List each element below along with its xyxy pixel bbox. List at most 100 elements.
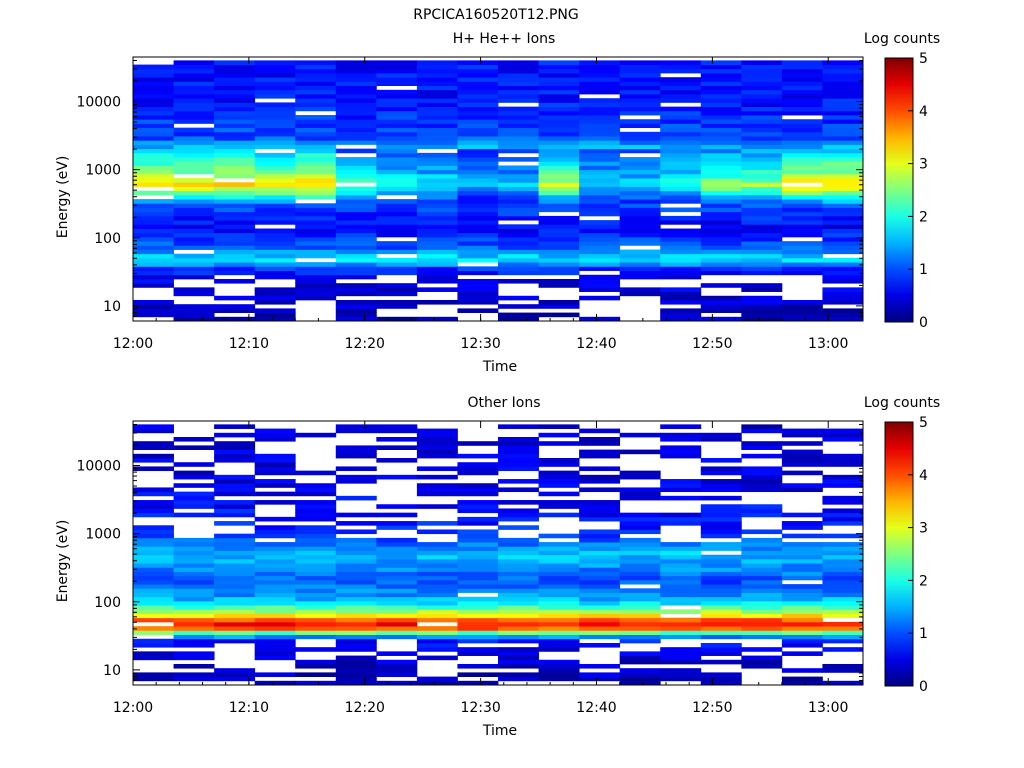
heatmap-cell (214, 546, 256, 551)
heatmap-cell (741, 575, 783, 581)
heatmap-cell (133, 655, 174, 661)
heatmap-cell (457, 241, 499, 246)
heatmap-cell (579, 479, 621, 484)
heatmap-cell (133, 253, 174, 259)
heatmap-cell (619, 148, 661, 154)
heatmap-cell (660, 647, 702, 652)
heatmap-cell (376, 626, 418, 631)
heatmap-cell (822, 462, 864, 467)
heatmap-cell (741, 613, 783, 619)
heatmap-cell (133, 266, 174, 271)
heatmap-cell (619, 194, 661, 200)
heatmap-cell (741, 558, 783, 564)
heatmap-cell (214, 228, 256, 234)
heatmap-cell (214, 98, 256, 103)
heatmap-cell (822, 207, 864, 213)
heatmap-cell (416, 85, 458, 91)
heatmap-cell (741, 148, 783, 154)
heatmap-cell (335, 600, 377, 606)
heatmap-cell (781, 449, 823, 455)
heatmap-cell (214, 165, 256, 171)
heatmap-cell (619, 575, 661, 581)
heatmap-cell (498, 525, 539, 530)
heatmap-cell (700, 508, 742, 514)
heatmap-cell (660, 178, 702, 183)
heatmap-cell (700, 194, 742, 200)
heatmap-cell (416, 203, 458, 208)
heatmap-cell (295, 647, 337, 652)
heatmap-cell (416, 102, 458, 108)
heatmap-cell (335, 257, 377, 263)
heatmap-cell (173, 613, 215, 619)
heatmap-cell (254, 558, 296, 564)
heatmap-cell (741, 199, 783, 204)
heatmap-cell (416, 504, 458, 509)
heatmap-cell (295, 283, 337, 288)
heatmap-cell (254, 182, 296, 187)
heatmap-cell (660, 199, 702, 204)
heatmap-cell (376, 575, 418, 581)
heatmap-cell (335, 672, 377, 677)
heatmap-cell (214, 85, 256, 91)
heatmap-cell (254, 533, 296, 539)
heatmap-cell (498, 487, 539, 493)
heatmap-cell (822, 558, 864, 564)
heatmap-cell (498, 571, 539, 577)
heatmap-cell (416, 647, 458, 652)
heatmap-cell (619, 550, 661, 556)
heatmap-cell (457, 483, 499, 488)
heatmap-cell (254, 207, 296, 213)
heatmap-cell (335, 178, 377, 183)
heatmap-cell (173, 270, 215, 276)
heatmap-cell (214, 220, 256, 225)
heatmap-cell (133, 236, 174, 242)
heatmap-cell (700, 127, 742, 133)
heatmap-cell (214, 592, 256, 598)
heatmap-cell (781, 596, 823, 602)
heatmap-cell (660, 436, 702, 442)
heatmap-cell (335, 588, 377, 593)
heatmap-cell (335, 316, 377, 322)
heatmap-cell (214, 119, 256, 124)
heatmap-cell (133, 563, 174, 568)
heatmap-cell (254, 470, 296, 476)
heatmap-cell (295, 262, 337, 267)
heatmap-cell (295, 617, 337, 623)
heatmap-cell (457, 199, 499, 204)
heatmap-cell (741, 283, 783, 288)
heatmap-cell (254, 567, 296, 572)
heatmap-cell (295, 148, 337, 154)
heatmap-cell (579, 98, 621, 103)
heatmap-cell (173, 207, 215, 213)
heatmap-cell (295, 136, 337, 141)
colorbar-label: Log counts (864, 395, 940, 411)
heatmap-cell (416, 521, 458, 526)
heatmap-cell (214, 157, 256, 162)
heatmap-cell (498, 567, 539, 572)
heatmap-cell (619, 596, 661, 602)
heatmap-cell (416, 609, 458, 614)
heatmap-cell (254, 257, 296, 263)
heatmap-cell (416, 592, 458, 598)
heatmap-cell (295, 232, 337, 238)
x-tick-label: 12:20 (345, 336, 385, 352)
heatmap-cell (457, 178, 499, 183)
heatmap-cell (498, 588, 539, 593)
heatmap-cell (781, 169, 823, 175)
heatmap-cell (214, 487, 256, 493)
heatmap-cell (173, 190, 215, 196)
heatmap-cell (781, 634, 823, 640)
heatmap-cell (376, 563, 418, 568)
heatmap-cell (214, 600, 256, 606)
heatmap-cell (700, 316, 742, 322)
heatmap-cell (498, 655, 539, 661)
heatmap-cell (133, 491, 174, 497)
heatmap-cell (173, 287, 215, 292)
heatmap-cell (781, 546, 823, 551)
heatmap-cell (376, 291, 418, 297)
heatmap-cell (619, 630, 661, 635)
heatmap-cell (295, 165, 337, 171)
heatmap-cell (700, 165, 742, 171)
